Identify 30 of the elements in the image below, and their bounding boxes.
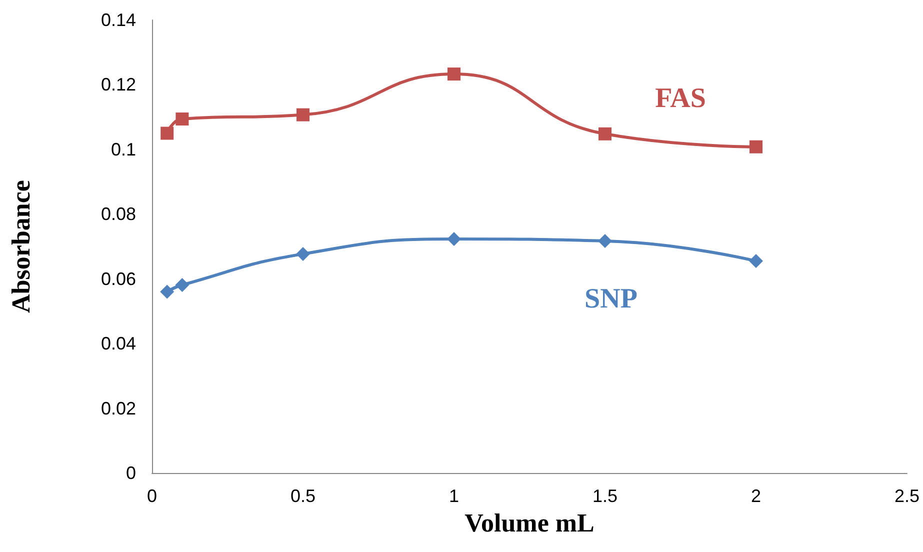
x-tick-label: 0.5 <box>290 486 316 506</box>
point <box>176 112 189 126</box>
point <box>296 108 310 122</box>
y-axis-title: Absorbance <box>6 180 36 313</box>
point <box>296 246 310 261</box>
point <box>598 127 612 140</box>
point <box>598 234 612 248</box>
point <box>447 232 461 246</box>
x-axis-title: Volume mL <box>464 508 594 538</box>
x-tick-label: 0 <box>146 486 158 506</box>
point <box>750 140 762 154</box>
y-tick-label: 0.08 <box>100 204 136 224</box>
x-tick-label: 2.5 <box>894 486 920 506</box>
series-label: FAS <box>655 82 706 114</box>
point <box>160 284 174 299</box>
x-tick-label: 2 <box>750 486 762 506</box>
y-tick-label: 0.06 <box>100 268 136 289</box>
point <box>448 68 460 81</box>
y-tick-label: 0.04 <box>100 334 136 354</box>
y-tick-label: 0.1 <box>110 139 136 160</box>
x-tick-label: 1.5 <box>592 486 618 506</box>
series-label: SNP <box>584 284 638 314</box>
y-tick-label: 0.14 <box>100 10 136 30</box>
x-tick-label: 1 <box>448 486 460 506</box>
y-tick-label: 0.12 <box>100 74 136 95</box>
point <box>749 254 763 268</box>
y-tick-label: 0 <box>126 463 136 483</box>
point <box>175 278 190 292</box>
point <box>160 126 174 140</box>
y-tick-label: 0.02 <box>100 398 136 418</box>
